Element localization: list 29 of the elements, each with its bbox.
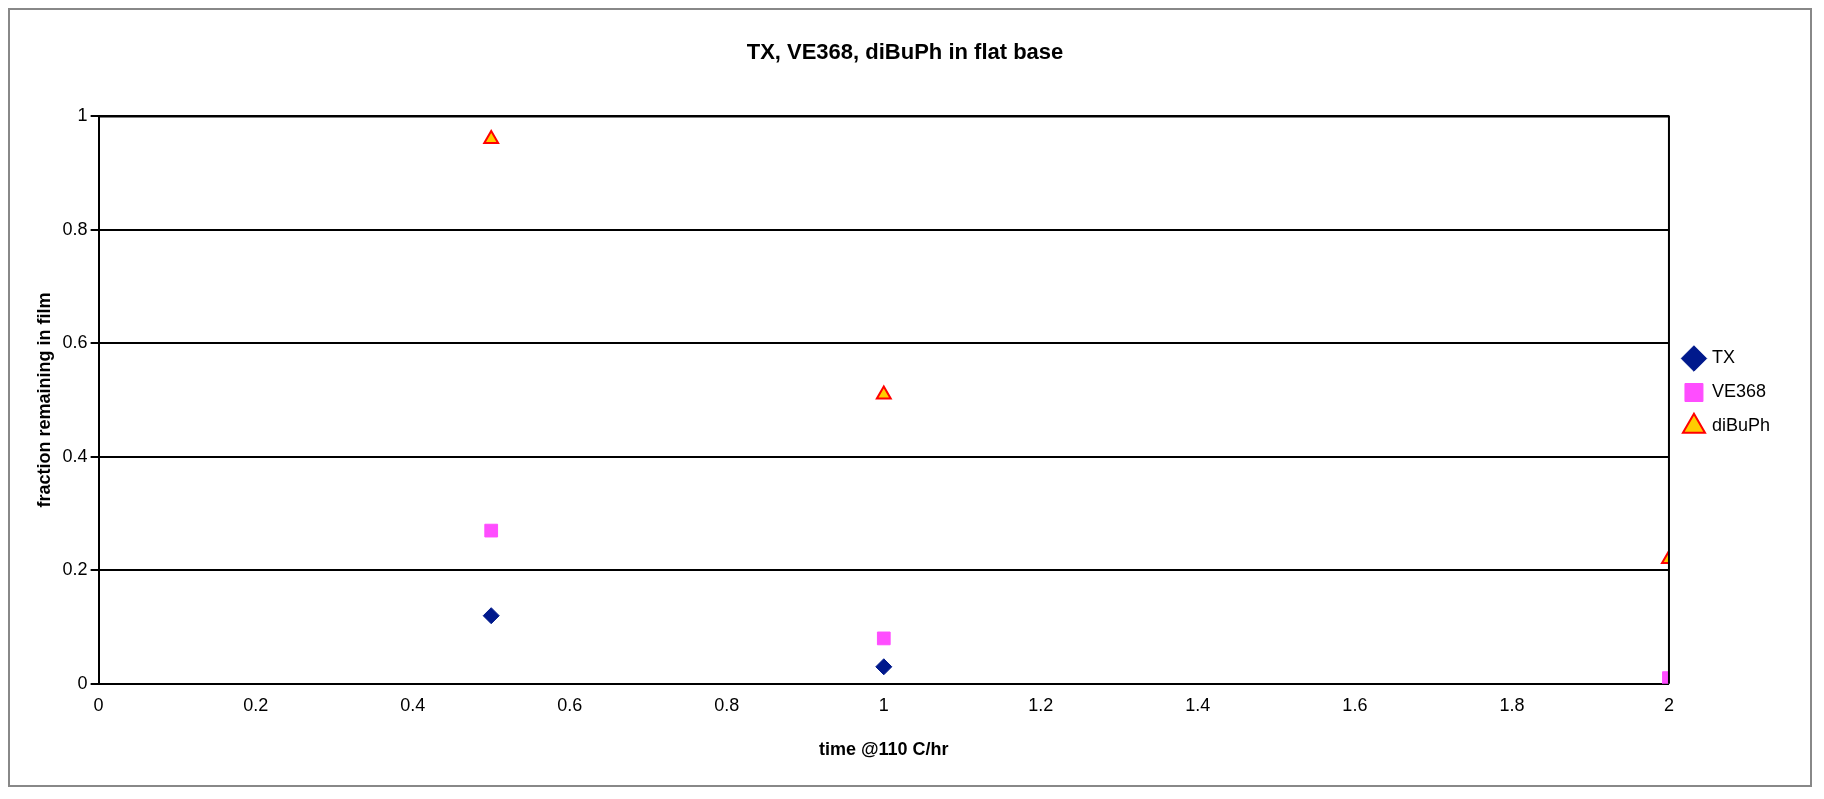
point: [875, 385, 892, 400]
x-tick-label: 0.4: [400, 694, 426, 715]
y-tick-label: 0: [77, 672, 88, 693]
point: [876, 631, 891, 646]
point: [875, 658, 893, 676]
legend-label: diBuPh: [1711, 415, 1770, 436]
x-tick-label: 1.4: [1185, 694, 1211, 715]
point: [483, 130, 500, 145]
point: [484, 523, 499, 538]
x-tick-label: 1: [878, 694, 889, 715]
x-tick-label: 0.6: [557, 694, 583, 715]
x-tick-label: 0: [93, 694, 104, 715]
x-tick-label: 1.8: [1499, 694, 1525, 715]
chart-title: TX, VE368, diBuPh in flat base: [746, 39, 1064, 65]
x-tick-label: 1.6: [1342, 694, 1368, 715]
x-tick-label: 1.2: [1028, 694, 1054, 715]
y-axis-title: fraction remaining in film: [33, 292, 54, 508]
legend-label: VE368: [1711, 381, 1766, 402]
y-tick-label: 0.8: [62, 218, 88, 239]
x-axis-title: time @110 C/hr: [818, 739, 949, 760]
legend-label: TX: [1711, 347, 1735, 368]
y-tick-label: 0.6: [62, 332, 88, 353]
x-tick-label: 0.2: [243, 694, 269, 715]
y-tick-label: 0.2: [62, 559, 88, 580]
x-tick-label: 0.8: [714, 694, 740, 715]
point: [482, 607, 500, 625]
x-tick-label: 2: [1663, 694, 1674, 715]
y-tick-label: 0.4: [62, 445, 88, 466]
y-tick-label: 1: [77, 105, 88, 126]
